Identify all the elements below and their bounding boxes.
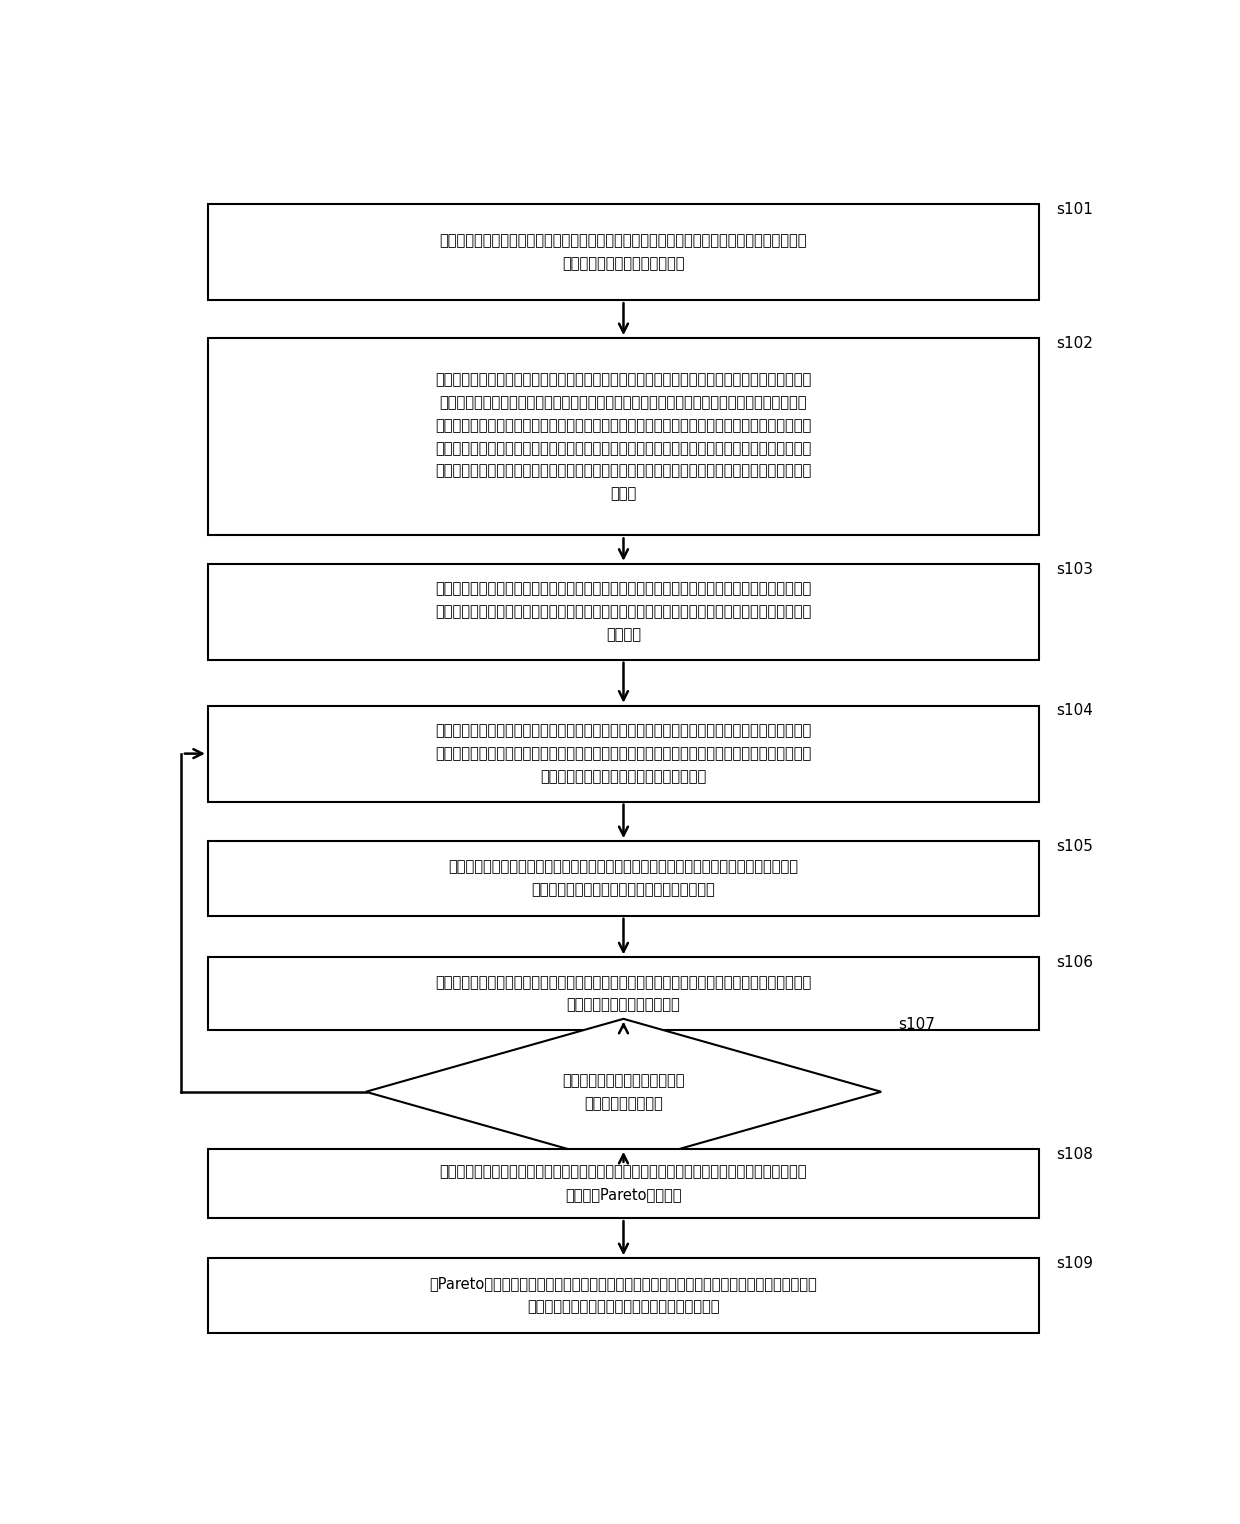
Text: s107: s107 xyxy=(899,1017,935,1032)
Text: 将每层所述基本膜内的更新后的新子种群与其父代种群进行合并，并对合并后的新子种群进行所述
排序操作，得到备选优秀解集: 将每层所述基本膜内的更新后的新子种群与其父代种群进行合并，并对合并后的新子种群进… xyxy=(435,975,812,1012)
Text: 判断是否满足非支配排序遗传膜
算法的终止执行条件: 判断是否满足非支配排序遗传膜 算法的终止执行条件 xyxy=(562,1073,684,1111)
Text: s109: s109 xyxy=(1056,1256,1094,1271)
Polygon shape xyxy=(366,1020,882,1164)
FancyBboxPatch shape xyxy=(208,338,1039,535)
Text: s108: s108 xyxy=(1056,1146,1094,1161)
Text: 依据所述迭代次数、所述交叉概率及所述变异概率，分别对每层所述基本膜上的粒子执行所述第二
代非支配排序遗传算法，每次迭代完成后获得每层所述基本膜内的新子种群；所述: 依据所述迭代次数、所述交叉概率及所述变异概率，分别对每层所述基本膜上的粒子执行所… xyxy=(435,724,812,783)
Text: 根据预设取值范围生成所述非支配排序遗传膜算法中每个所述粒子的初始值；并将各个取值为初始
值的粒子随机分配至各层所述基本膜中；由所述取值为初始值的粒子组成的种群为: 根据预设取值范围生成所述非支配排序遗传膜算法中每个所述粒子的初始值；并将各个取值… xyxy=(435,582,812,642)
FancyBboxPatch shape xyxy=(208,1259,1039,1334)
Text: s102: s102 xyxy=(1056,335,1094,351)
Text: s101: s101 xyxy=(1056,203,1094,216)
Text: s105: s105 xyxy=(1056,838,1094,853)
Text: s106: s106 xyxy=(1056,956,1094,971)
Text: 设置微电网的能量控制目标函数；其中，能量控制目标函数中包含控制变量，控制变量包括微电
网中各种分布式电源的发电功率: 设置微电网的能量控制目标函数；其中，能量控制目标函数中包含控制变量，控制变量包括… xyxy=(440,233,807,271)
Text: 初始化非支配排序遗传膜算法的执行参数；所述非支配排序遗传膜算法为在第二代非支配排序遗传
算法的基础上引入膜计算法得到的算法；其中，所述非支配排序遗传膜算法中包含: 初始化非支配排序遗传膜算法的执行参数；所述非支配排序遗传膜算法为在第二代非支配排… xyxy=(435,372,812,501)
FancyBboxPatch shape xyxy=(208,564,1039,660)
FancyBboxPatch shape xyxy=(208,1149,1039,1218)
Text: s104: s104 xyxy=(1056,704,1094,718)
Text: s103: s103 xyxy=(1056,562,1094,576)
Text: 从Pareto最优解集选取所需的最优解，根据最优解得到各种分布式电源的发电功率，并依据发电
功率分别对微电网中的相应的分布式电源进行控制: 从Pareto最优解集选取所需的最优解，根据最优解得到各种分布式电源的发电功率，… xyxy=(429,1277,817,1315)
FancyBboxPatch shape xyxy=(208,706,1039,802)
FancyBboxPatch shape xyxy=(208,841,1039,916)
FancyBboxPatch shape xyxy=(208,204,1039,300)
Text: 将每层所述基本膜内的新子种群传送至下一层所述基本膜中，使其与下一层所述基本膜内的
新子种群进行合并更新，得到更新后的新子种群: 将每层所述基本膜内的新子种群传送至下一层所述基本膜中，使其与下一层所述基本膜内的… xyxy=(449,860,799,898)
FancyBboxPatch shape xyxy=(208,957,1039,1030)
Text: 将备选优秀解集输入表层膜内，经过排序操作选择出最优秀解集，最优秀解集确定为能量控制目
标函数的Pareto最优解集: 将备选优秀解集输入表层膜内，经过排序操作选择出最优秀解集，最优秀解集确定为能量控… xyxy=(440,1164,807,1202)
